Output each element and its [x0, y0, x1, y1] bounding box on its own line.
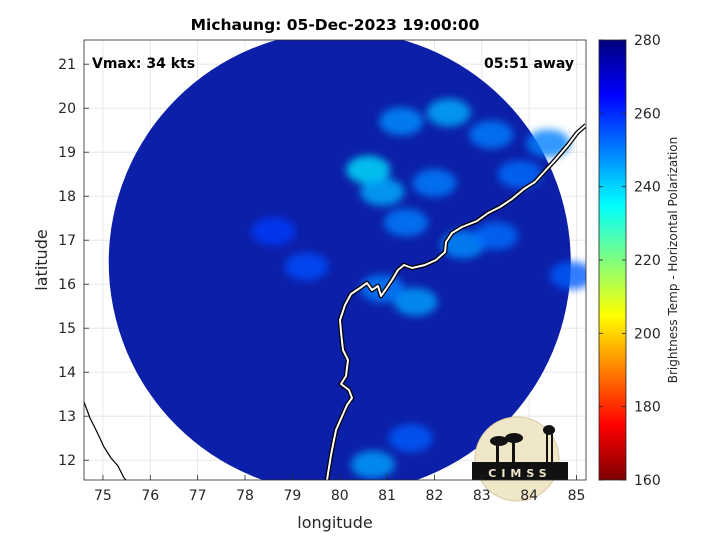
chart-title: Michaung: 05-Dec-2023 19:00:00 — [191, 16, 480, 34]
x-tick-label: 78 — [236, 488, 254, 504]
swath-disc — [108, 40, 571, 480]
colorbar-tick-label: 180 — [634, 400, 661, 416]
y-tick-label: 17 — [58, 233, 76, 249]
convection-cell — [379, 107, 424, 136]
y-ticks: 12 13 14 15 16 17 18 19 20 21 — [58, 57, 89, 469]
colorbar-tick-label: 220 — [634, 253, 661, 269]
annotation-vmax: Vmax: 34 kts — [92, 56, 195, 72]
x-tick-label: 82 — [426, 488, 444, 504]
x-tick-label: 77 — [189, 488, 207, 504]
colorbar-tick-label: 200 — [634, 326, 661, 342]
y-axis-label: latitude — [32, 229, 51, 290]
x-tick-label: 83 — [473, 488, 491, 504]
x-tick-label: 80 — [331, 488, 349, 504]
convection-cell — [469, 120, 514, 149]
y-tick-label: 18 — [58, 189, 76, 205]
colorbar-tick-label: 260 — [634, 106, 661, 122]
convection-cell — [440, 230, 485, 259]
convection-cell — [284, 252, 329, 281]
y-tick-label: 15 — [58, 321, 76, 337]
logo-text: CIMSS — [488, 467, 551, 480]
y-tick-label: 16 — [58, 277, 76, 293]
convection-cell — [384, 208, 429, 237]
colorbar-tick-label: 240 — [634, 180, 661, 196]
x-tick-label: 76 — [141, 488, 159, 504]
convection-cell — [474, 221, 519, 250]
colorbar-label: Brightness Temp - Horizontal Polarizatio… — [666, 137, 680, 384]
colorbar-ticks: 280 260 240 220 200 180 160 — [599, 33, 661, 489]
convection-cell — [350, 450, 395, 479]
colorbar-tick-label: 160 — [634, 473, 661, 489]
x-tick-label: 85 — [568, 488, 586, 504]
convection-cell — [426, 98, 471, 127]
convection-cell — [497, 160, 542, 189]
colorbar-tick-label: 280 — [634, 33, 661, 49]
convection-cell — [549, 261, 586, 290]
colorbar: 280 260 240 220 200 180 160 Brightness Temp - … — [598, 33, 680, 489]
y-tick-label: 21 — [58, 57, 76, 73]
x-tick-label: 81 — [378, 488, 396, 504]
y-tick-label: 19 — [58, 145, 76, 161]
x-axis-label: longitude — [297, 513, 372, 532]
coastline-highlight — [326, 124, 586, 480]
convection-cell — [526, 129, 571, 158]
axes-frame — [83, 39, 587, 481]
convection-cell — [346, 155, 391, 184]
convection-cell — [412, 169, 457, 197]
x-ticks: 75 76 77 78 79 80 81 82 83 84 85 — [94, 475, 585, 504]
convection-cell — [251, 217, 296, 246]
convection-cell — [393, 287, 438, 316]
y-tick-label: 20 — [58, 101, 76, 117]
convection-features — [251, 98, 586, 479]
convection-cell — [388, 424, 433, 453]
convection-cell — [360, 274, 405, 303]
x-tick-label: 75 — [94, 488, 112, 504]
x-tick-label: 84 — [520, 488, 538, 504]
y-tick-label: 12 — [58, 453, 76, 469]
coastline-southwest — [84, 401, 127, 480]
annotation-time-away: 05:51 away — [484, 56, 574, 72]
convection-cell — [360, 177, 405, 206]
plot-area: CIMSS 75 76 77 78 79 80 81 82 83 84 85 12131415161… — [58, 39, 587, 504]
x-tick-label: 79 — [283, 488, 301, 504]
y-tick-label: 14 — [58, 365, 76, 381]
y-tick-label: 13 — [58, 409, 76, 425]
colorbar-gradient — [599, 40, 626, 480]
